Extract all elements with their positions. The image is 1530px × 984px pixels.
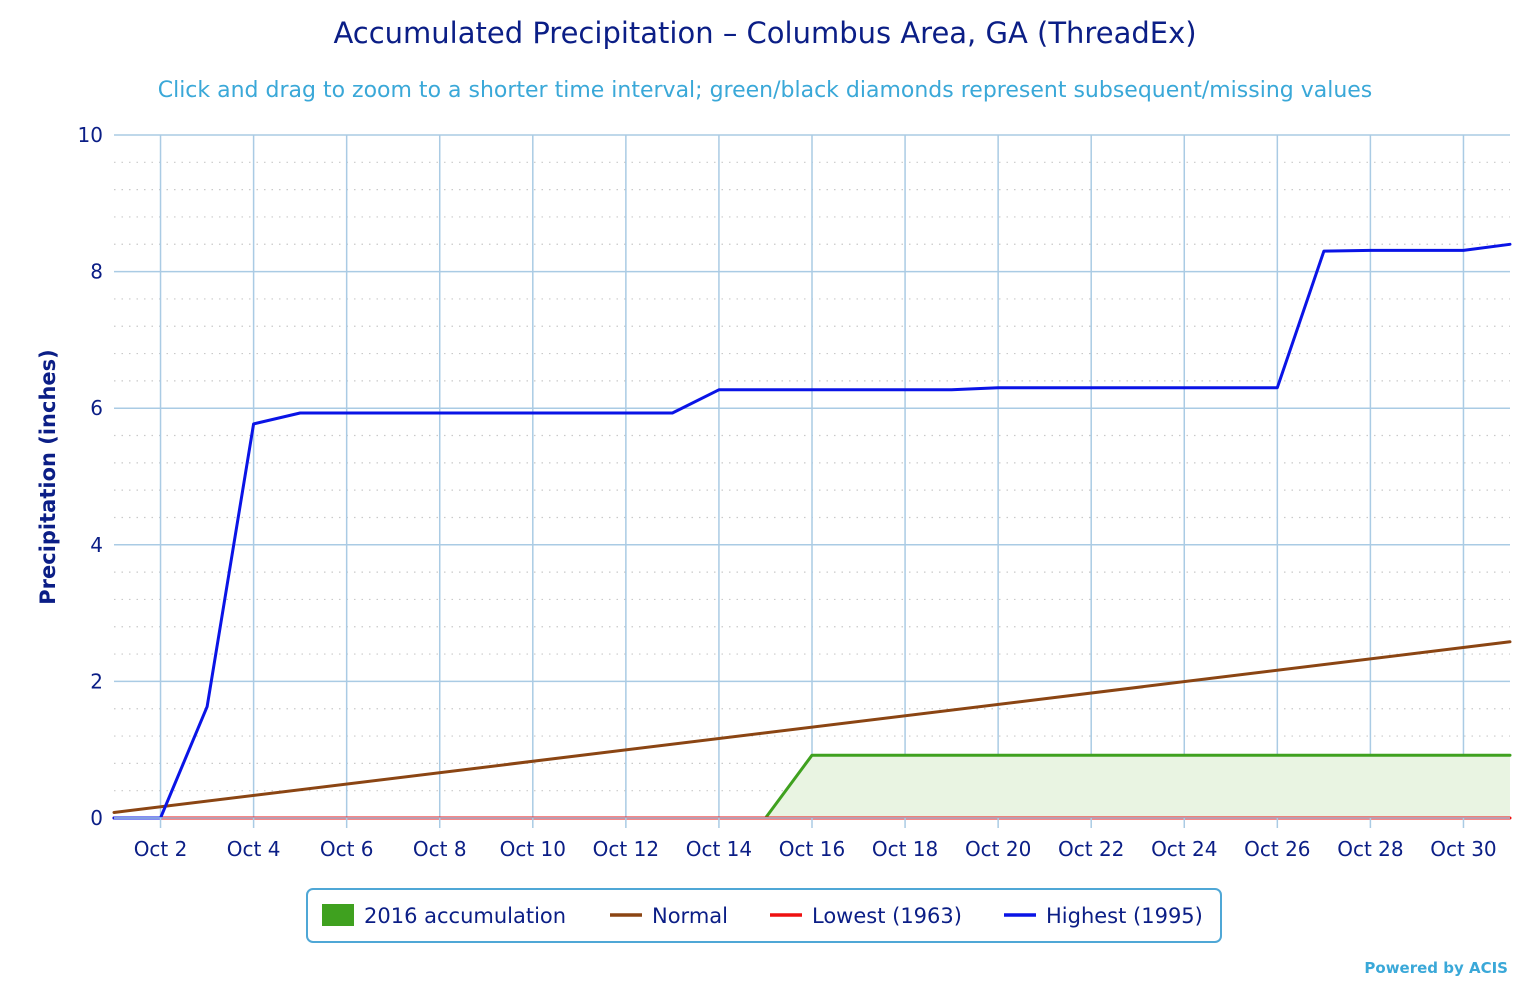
- y-tick-label: 2: [90, 669, 103, 693]
- chart-subtitle: Click and drag to zoom to a shorter time…: [158, 78, 1373, 103]
- x-tick-label: Oct 28: [1337, 837, 1403, 861]
- x-tick-label: Oct 10: [500, 837, 566, 861]
- chart-title: Accumulated Precipitation – Columbus Are…: [333, 16, 1196, 50]
- legend-item-lowest-1963[interactable]: Lowest (1963): [770, 904, 962, 928]
- x-axis-ticks: Oct 2 Oct 4 Oct 6 Oct 8 Oct 10 Oct 12 Oct 14 Oc…: [114, 817, 1510, 861]
- x-tick-label: Oct 26: [1244, 837, 1310, 861]
- x-tick-label: Oct 20: [965, 837, 1031, 861]
- x-tick-label: Oct 12: [593, 837, 659, 861]
- y-tick-label: 8: [90, 260, 103, 284]
- powered-by-credit[interactable]: Powered by ACIS: [1364, 959, 1508, 977]
- legend-label-normal: Normal: [652, 904, 728, 928]
- series-accumulation-2016-area: [114, 755, 1510, 818]
- series-normal-line[interactable]: [112, 640, 1512, 814]
- y-axis-title: Precipitation (inches): [36, 349, 60, 605]
- x-tick-label: Oct 8: [413, 837, 467, 861]
- x-tick-label: Oct 24: [1151, 837, 1217, 861]
- legend-swatch-accumulation-2016: [322, 904, 354, 926]
- x-tick-label: Oct 16: [779, 837, 845, 861]
- legend-item-normal[interactable]: Normal: [610, 904, 728, 928]
- x-tick-label: Oct 22: [1058, 837, 1124, 861]
- legend-box: [306, 888, 1222, 943]
- major-gridlines: [114, 134, 1510, 819]
- legend-label-accumulation-2016: 2016 accumulation: [364, 904, 566, 928]
- legend-item-highest-1995[interactable]: Highest (1995): [1004, 904, 1203, 928]
- x-tick-label: Oct 2: [134, 837, 188, 861]
- x-tick-label: Oct 30: [1430, 837, 1496, 861]
- y-axis-ticks: 0 2 4 6 8 10: [78, 123, 103, 830]
- y-tick-label: 4: [90, 533, 103, 557]
- legend-label-lowest-1963: Lowest (1963): [812, 904, 962, 928]
- x-tick-label: Oct 6: [320, 837, 374, 861]
- x-tick-label: Oct 14: [686, 837, 752, 861]
- y-tick-label: 0: [90, 806, 103, 830]
- x-tick-label: Oct 4: [227, 837, 281, 861]
- legend: 2016 accumulation Normal Lowest (1963) High…: [306, 888, 1222, 943]
- y-tick-label: 6: [90, 396, 103, 420]
- series-highest-1995-line[interactable]: [112, 242, 1512, 820]
- legend-item-accumulation-2016[interactable]: 2016 accumulation: [322, 904, 566, 928]
- x-tick-label: Oct 18: [872, 837, 938, 861]
- y-tick-label: 10: [78, 123, 103, 147]
- legend-label-highest-1995: Highest (1995): [1046, 904, 1203, 928]
